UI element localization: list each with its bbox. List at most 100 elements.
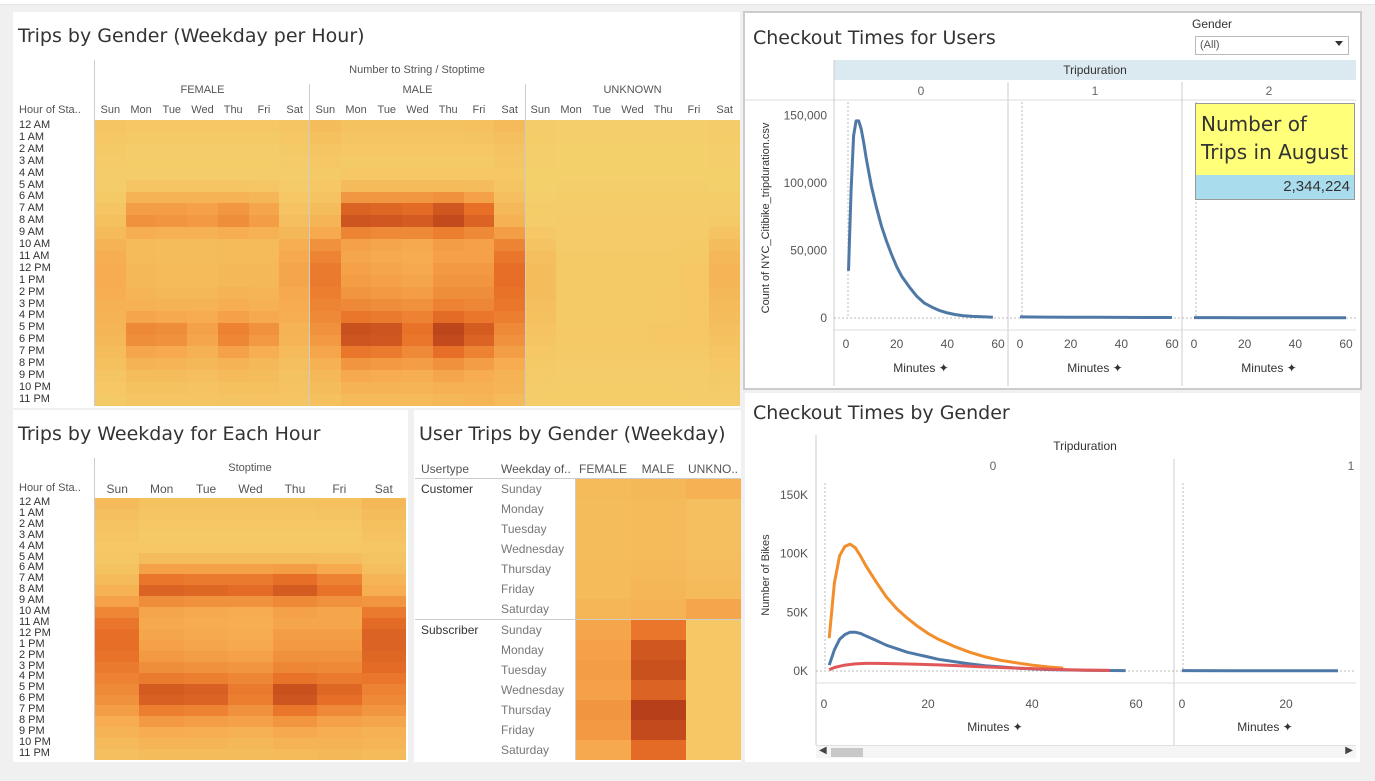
scroll-left-icon[interactable]: ◀ [819, 745, 827, 756]
col-header-weekday: Weekday of.. [501, 462, 571, 476]
heatmap-cell [183, 596, 229, 608]
heatmap-cell [95, 322, 126, 335]
heatmap-cell [463, 286, 495, 299]
scroll-right-icon[interactable]: ▶ [1345, 745, 1353, 756]
gender-filter-dropdown[interactable]: (All) [1195, 36, 1349, 55]
heatmap-cell [248, 120, 280, 132]
heatmap-cell [95, 508, 140, 520]
heatmap-cell [317, 498, 362, 509]
day-label: Thu [653, 104, 673, 116]
heatmap-cell [272, 498, 318, 509]
heatmap-cell [183, 650, 229, 662]
usertype-customer: Customer [421, 482, 474, 496]
heatmap-cell [183, 629, 229, 640]
heatmap-cell [432, 370, 464, 383]
hour-label: 4 AM [19, 166, 45, 179]
heatmap-cell [183, 519, 229, 531]
heatmap-cell [309, 274, 341, 287]
heatmap-cell [183, 607, 229, 619]
heatmap-cell [647, 227, 679, 240]
weekday-label: Wednesday [501, 542, 565, 556]
panel-user-trips-by-gender: User Trips by Gender (Weekday) Usertype … [414, 410, 741, 762]
heatmap-cell [309, 131, 341, 144]
heatmap-cell [524, 239, 556, 252]
heatmap-cell [309, 203, 341, 216]
heatmap-cell [494, 394, 525, 406]
x-tick-label: 60 [991, 337, 1005, 351]
x-axis-label: Minutes ✦ [1241, 361, 1296, 375]
heatmap-cell [617, 310, 648, 323]
hour-label: 1 PM [19, 273, 45, 286]
heatmap-cell [432, 143, 464, 156]
heatmap-cell [617, 394, 648, 406]
chevron-down-icon [1335, 41, 1343, 46]
heatmap-cell [217, 346, 249, 359]
heatmap-cell [228, 629, 273, 640]
panel-trips-by-gender: Trips by Gender (Weekday per Hour) Numbe… [13, 12, 740, 408]
heatmap-cell [686, 700, 741, 720]
heatmap-cell [156, 334, 188, 347]
x-tick-label: 20 [1279, 697, 1293, 711]
heatmap-cell [139, 639, 184, 651]
heatmap-cell [494, 382, 525, 395]
heatmap-cell [217, 310, 249, 323]
heatmap-cell [95, 358, 126, 371]
heatmap-cell [95, 694, 140, 706]
heatmap-cell [555, 298, 587, 311]
heatmap-cell [279, 131, 310, 144]
heatmap-cell [248, 143, 280, 156]
heatmap-cell [586, 322, 618, 335]
heatmap-cell [402, 131, 433, 144]
panel-title: User Trips by Gender (Weekday) [419, 423, 726, 445]
heatmap-cell [586, 131, 618, 144]
heatmap-cell [272, 607, 318, 619]
heatmap-cell [647, 370, 679, 383]
heatmap-cell [95, 334, 126, 347]
heatmap-cell [317, 541, 362, 553]
heatmap-cell [402, 167, 433, 180]
heatmap-cell [463, 274, 495, 287]
x-tick-label: 0 [1179, 697, 1186, 711]
heatmap-cell [248, 334, 280, 347]
heatmap-cell [463, 370, 495, 383]
heatmap-cell [678, 120, 710, 132]
heatmap-cell [95, 716, 140, 728]
heatmap-cell [709, 346, 740, 359]
heatmap-cell [432, 155, 464, 168]
y-tick-label: 100,000 [784, 176, 828, 190]
heatmap-cell [95, 519, 140, 531]
heatmap-cell [228, 574, 273, 586]
heatmap-cell [217, 239, 249, 252]
heatmap-cell [139, 596, 184, 608]
heatmap-cell [279, 179, 310, 192]
heatmap-cell [647, 167, 679, 180]
heatmap-cell [463, 215, 495, 228]
heatmap-cell [678, 286, 710, 299]
horizontal-scrollbar[interactable]: ◀ ▶ [816, 745, 1356, 758]
heatmap-gender-hour [95, 120, 740, 406]
heatmap-cell [340, 155, 372, 168]
heatmap-cell [361, 607, 406, 619]
y-tick-label: 0 [820, 311, 827, 325]
heatmap-cell [272, 705, 318, 717]
hour-label: 12 PM [19, 626, 51, 639]
x-tick-label: 20 [1238, 337, 1252, 351]
heatmap-cell [217, 263, 249, 275]
heatmap-cell [317, 519, 362, 531]
heatmap-cell [309, 155, 341, 168]
heatmap-cell [361, 661, 406, 673]
x-tick-label: 40 [1289, 337, 1303, 351]
heatmap-cell [139, 552, 184, 564]
heatmap-cell [183, 498, 229, 509]
heatmap-cell [248, 274, 280, 287]
day-label: Sun [530, 104, 551, 116]
heatmap-cell [187, 263, 218, 275]
heatmap-cell [217, 286, 249, 299]
heatmap-cell [709, 382, 740, 395]
scroll-thumb[interactable] [831, 748, 863, 757]
heatmap-cell [125, 131, 157, 144]
heatmap-cell [361, 716, 406, 728]
hour-label: 4 AM [19, 539, 45, 552]
heatmap-cell [371, 298, 403, 311]
panel-title: Trips by Weekday for Each Hour [18, 423, 321, 445]
